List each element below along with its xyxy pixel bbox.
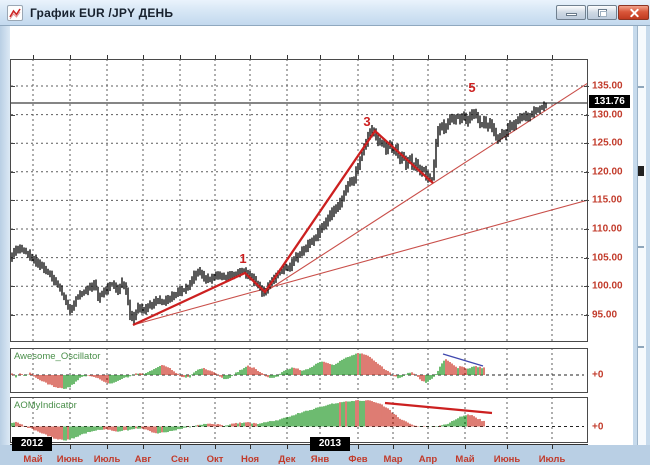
x-axis-tick — [107, 55, 108, 59]
maximize-button[interactable] — [587, 5, 617, 20]
price-axis-tick — [11, 314, 15, 316]
indicator-zero-label: +0 — [592, 369, 604, 381]
indicator-zero-label: +0 — [592, 421, 604, 432]
price-axis-tick — [584, 286, 589, 288]
x-axis-month-label: Мар — [383, 454, 403, 465]
time-axis-year-badge: 2012 — [12, 437, 52, 451]
x-axis-tick — [287, 55, 288, 59]
price-axis-tick — [584, 229, 589, 230]
chart-app-icon — [7, 5, 23, 21]
x-axis-month-label: Фев — [348, 454, 368, 465]
price-axis-tick — [584, 257, 589, 259]
price-axis-tick — [584, 314, 589, 316]
price-axis-tick — [584, 114, 589, 116]
price-axis-tick — [11, 86, 15, 87]
price-chart-panel[interactable]: 1 3 5 — [10, 59, 588, 342]
current-price-tag: 131.76 — [589, 95, 630, 108]
time-axis-year-badge: 2013 — [310, 437, 350, 451]
x-axis-tick — [358, 55, 359, 59]
x-axis-month-label: Авг — [134, 454, 152, 465]
price-axis-label: 95.00 — [592, 309, 618, 321]
x-axis-tick — [507, 55, 508, 59]
maximize-icon — [598, 9, 607, 17]
price-axis-tick — [11, 143, 15, 145]
minimize-icon — [566, 13, 577, 16]
x-axis-tick — [465, 55, 466, 59]
price-axis-label: 130.00 — [592, 109, 623, 121]
x-axis-tick — [320, 55, 321, 59]
title-bar[interactable]: График EUR /JPY ДЕНЬ — [0, 0, 650, 26]
price-axis-tick — [11, 200, 15, 202]
price-axis-label: 120.00 — [592, 166, 623, 178]
x-axis-month-label: Ноя — [240, 454, 260, 465]
window-left-border — [0, 26, 10, 445]
x-axis-month-label: Янв — [310, 454, 330, 465]
x-axis-month-label: Июнь — [493, 454, 521, 465]
adjacent-window-tick — [638, 246, 644, 248]
x-axis-tick — [552, 55, 553, 59]
elliott-wave-label-5: 5 — [468, 80, 475, 95]
x-axis-tick — [180, 55, 181, 59]
adjacent-window-edge — [633, 26, 650, 445]
x-axis-month-label: Май — [455, 454, 475, 465]
x-axis-tick — [428, 55, 429, 59]
awesome-oscillator-label: Awesome_Oscillator — [14, 351, 101, 362]
price-axis-tick — [11, 171, 15, 173]
elliott-wave-label-3: 3 — [363, 114, 370, 129]
x-axis-month-label: Май — [23, 454, 43, 465]
price-axis-tick — [584, 171, 589, 173]
price-axis-label: 105.00 — [592, 252, 623, 264]
price-axis-label: 125.00 — [592, 137, 623, 149]
price-axis-tick — [11, 229, 15, 230]
x-axis-tick — [70, 55, 71, 59]
price-axis-tick — [584, 143, 589, 145]
adjacent-window-price-tag — [638, 166, 644, 176]
aomyindicator-label: AOMyIndicator — [14, 400, 77, 411]
x-axis-tick — [215, 55, 216, 59]
x-axis-month-label: Июль — [538, 454, 566, 465]
price-axis-tick — [11, 286, 15, 288]
minimize-button[interactable] — [556, 5, 586, 20]
price-axis-tick — [584, 86, 589, 87]
price-axis-tick — [11, 114, 15, 116]
x-axis-tick — [250, 55, 251, 59]
aomyindicator-panel[interactable] — [10, 397, 588, 443]
x-axis-month-label: Июнь — [56, 454, 84, 465]
price-axis-label: 135.00 — [592, 80, 623, 92]
adjacent-window-tick — [638, 346, 644, 348]
x-axis-tick — [33, 55, 34, 59]
close-button[interactable] — [618, 5, 649, 20]
x-axis-month-label: Апр — [418, 454, 438, 465]
adjacent-window-tick — [638, 86, 644, 88]
price-axis-tick — [584, 200, 589, 202]
x-axis-tick — [143, 55, 144, 59]
price-axis-tick — [11, 257, 15, 259]
price-axis-label: 115.00 — [592, 194, 623, 206]
x-axis-month-label: Дек — [278, 454, 296, 465]
elliott-wave-label-1: 1 — [239, 251, 246, 266]
x-axis-month-label: Окт — [206, 454, 224, 465]
window-title: График EUR /JPY ДЕНЬ — [30, 6, 174, 20]
price-axis-label: 110.00 — [592, 223, 623, 235]
x-axis-month-label: Сен — [171, 454, 189, 465]
adjacent-window-scale-column — [637, 26, 646, 445]
x-axis-month-label: Июль — [93, 454, 121, 465]
chart-client-area: 1 3 5 Awesome_Oscillator AOMyIndicator 135… — [0, 26, 650, 465]
price-axis-label: 100.00 — [592, 280, 623, 292]
x-axis-tick — [393, 55, 394, 59]
awesome-oscillator-panel[interactable] — [10, 348, 588, 393]
